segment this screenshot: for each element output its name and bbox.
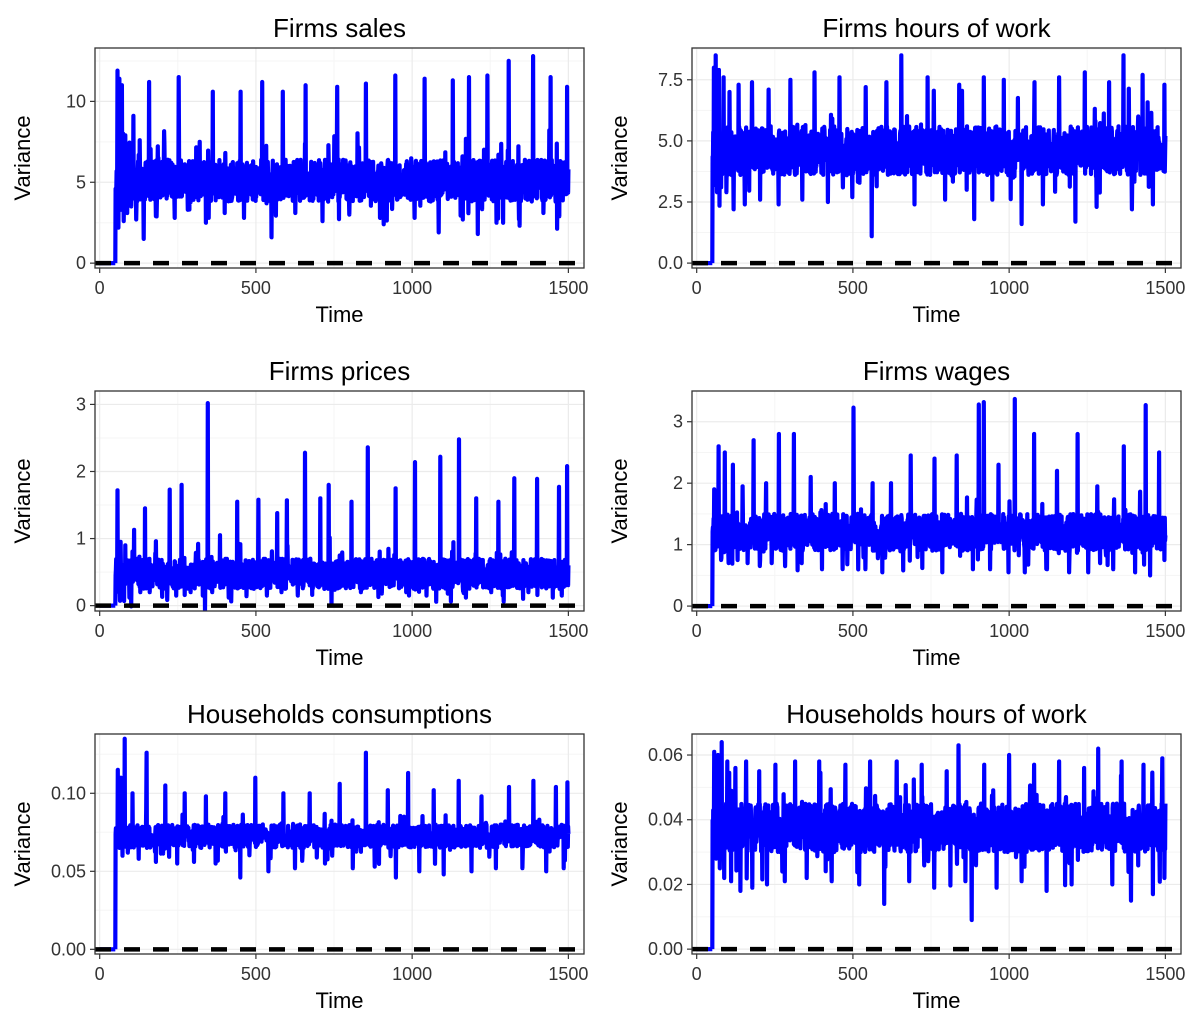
x-tick-label: 1000 [989, 278, 1029, 298]
y-axis-label: Variance [607, 458, 632, 543]
x-axis-label: Time [912, 645, 960, 670]
plot-frame [691, 47, 1182, 269]
y-tick-label: 2 [76, 461, 86, 481]
y-tick-label: 0.06 [648, 745, 683, 765]
y-tick-label: 3 [76, 394, 86, 414]
y-tick-label: 0.0 [658, 253, 683, 273]
x-tick-label: 1500 [1145, 278, 1185, 298]
chart-title: Firms wages [863, 356, 1010, 386]
y-tick-label: 0 [673, 596, 683, 616]
x-tick-label: 1500 [548, 964, 588, 984]
panel-households-consumptions: 0 500 1000 1500 0.00 0.05 0.10 Households consu… [0, 686, 597, 1029]
plot-frame [691, 733, 1182, 955]
y-tick-label: 0 [76, 253, 86, 273]
panel-firms-prices: 0 500 1000 1500 0 1 2 3 Firms prices Time Variance [0, 343, 597, 686]
panel-firms-wages: 0 500 1000 1500 0 1 2 3 Firms wages Time Variance [597, 343, 1194, 686]
x-tick-label: 0 [692, 278, 702, 298]
x-tick-label: 0 [692, 621, 702, 641]
chart-svg: 0 500 1000 1500 0 5 10 Firms sales Time Variance [10, 13, 588, 327]
chart-title: Firms sales [273, 13, 406, 43]
x-tick-label: 500 [241, 964, 271, 984]
series-line [710, 740, 1168, 950]
x-axis-label: Time [315, 645, 363, 670]
x-tick-label: 1500 [548, 621, 588, 641]
x-axis-label: Time [912, 302, 960, 327]
y-axis-label: Variance [10, 458, 35, 543]
y-tick-label: 2 [673, 473, 683, 493]
x-tick-label: 500 [838, 278, 868, 298]
x-tick-label: 1000 [392, 278, 432, 298]
chart-svg: 0 500 1000 1500 0.0 2.5 5.0 7.5 Firms hours of w… [607, 13, 1185, 327]
panel-firms-hours-of-work: 0 500 1000 1500 0.0 2.5 5.0 7.5 Firms hours of w… [597, 0, 1194, 343]
x-tick-label: 1000 [989, 964, 1029, 984]
y-tick-label: 0.02 [648, 874, 683, 894]
chart-svg: 0 500 1000 1500 0 1 2 3 Firms prices Time Variance [10, 356, 588, 670]
y-tick-label: 0.00 [51, 939, 86, 959]
chart-title: Firms prices [269, 356, 411, 386]
x-tick-label: 500 [838, 621, 868, 641]
y-tick-label: 5 [76, 172, 86, 192]
plot-frame [691, 390, 1182, 612]
x-tick-label: 0 [95, 278, 105, 298]
y-tick-label: 0.00 [648, 939, 683, 959]
y-tick-label: 1 [673, 535, 683, 555]
x-tick-label: 0 [95, 964, 105, 984]
series-line [710, 396, 1168, 607]
x-tick-label: 0 [692, 964, 702, 984]
y-tick-label: 7.5 [658, 70, 683, 90]
y-tick-label: 3 [673, 412, 683, 432]
plot-frame [94, 47, 585, 269]
y-tick-label: 10 [66, 91, 86, 111]
y-axis-label: Variance [607, 801, 632, 886]
chart-svg: 0 500 1000 1500 0 1 2 3 Firms wages Time Variance [607, 356, 1185, 670]
x-tick-label: 1500 [548, 278, 588, 298]
chart-title: Firms hours of work [822, 13, 1051, 43]
chart-title: Households consumptions [187, 699, 492, 729]
chart-svg: 0 500 1000 1500 0.00 0.02 0.04 0.06 Households h… [607, 699, 1185, 1013]
y-axis-label: Variance [10, 801, 35, 886]
y-tick-label: 0 [76, 596, 86, 616]
series-line [113, 401, 571, 611]
x-tick-label: 1000 [392, 964, 432, 984]
x-tick-label: 500 [241, 278, 271, 298]
panel-households-hours-of-work: 0 500 1000 1500 0.00 0.02 0.04 0.06 Households h… [597, 686, 1194, 1029]
x-tick-label: 500 [241, 621, 271, 641]
x-tick-label: 0 [95, 621, 105, 641]
y-tick-label: 5.0 [658, 131, 683, 151]
x-tick-label: 1500 [1145, 621, 1185, 641]
panel-firms-sales: 0 500 1000 1500 0 5 10 Firms sales Time Variance [0, 0, 597, 343]
x-tick-label: 1500 [1145, 964, 1185, 984]
series-line [113, 736, 571, 950]
chart-svg: 0 500 1000 1500 0.00 0.05 0.10 Households consu… [10, 699, 588, 1013]
x-axis-label: Time [912, 988, 960, 1013]
series-line [113, 54, 571, 264]
y-tick-label: 1 [76, 529, 86, 549]
x-axis-label: Time [315, 988, 363, 1013]
x-tick-label: 1000 [392, 621, 432, 641]
x-tick-label: 1000 [989, 621, 1029, 641]
plot-frame [94, 390, 585, 612]
plot-frame [94, 733, 585, 955]
y-axis-label: Variance [607, 115, 632, 200]
y-tick-label: 0.05 [51, 861, 86, 881]
series-line [710, 53, 1168, 264]
x-axis-label: Time [315, 302, 363, 327]
y-axis-label: Variance [10, 115, 35, 200]
y-tick-label: 0.04 [648, 810, 683, 830]
chart-title: Households hours of work [786, 699, 1088, 729]
y-tick-label: 2.5 [658, 192, 683, 212]
x-tick-label: 500 [838, 964, 868, 984]
y-tick-label: 0.10 [51, 783, 86, 803]
